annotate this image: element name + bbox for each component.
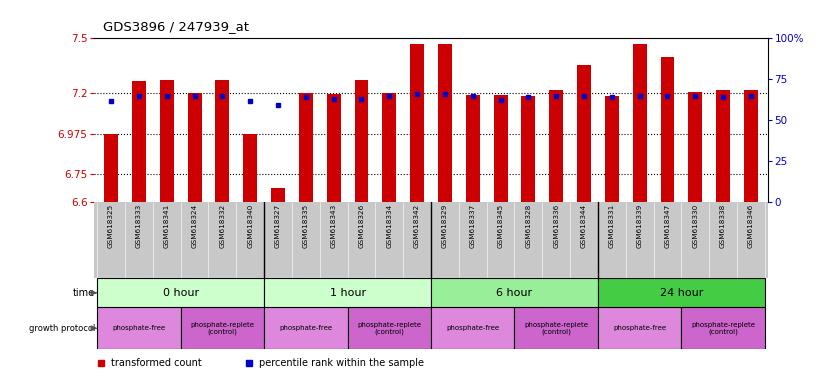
Text: GSM618326: GSM618326 [359, 204, 365, 248]
Bar [355, 80, 369, 202]
Bar [160, 80, 174, 202]
Text: phosphate-free: phosphate-free [112, 325, 166, 331]
Text: phosphate-free: phosphate-free [279, 325, 333, 331]
Bar [515, 307, 598, 349]
Text: GSM618337: GSM618337 [470, 204, 475, 248]
Bar [493, 94, 507, 202]
Text: 24 hour: 24 hour [660, 288, 703, 298]
Bar [744, 90, 758, 202]
Text: phosphate-replete
(control): phosphate-replete (control) [190, 321, 255, 335]
Bar [438, 44, 452, 202]
Bar [243, 134, 257, 202]
Bar [97, 307, 181, 349]
Bar [598, 307, 681, 349]
Text: 1 hour: 1 hour [329, 288, 365, 298]
Bar [104, 134, 118, 202]
Bar [132, 81, 146, 202]
Bar [431, 278, 598, 307]
Text: phosphate-replete
(control): phosphate-replete (control) [357, 321, 421, 335]
Text: GSM618334: GSM618334 [387, 204, 392, 248]
Bar [688, 92, 702, 202]
Bar [598, 278, 765, 307]
Bar [347, 307, 431, 349]
Text: GSM618335: GSM618335 [303, 204, 309, 248]
Text: growth protocol: growth protocol [29, 324, 95, 333]
Bar [521, 96, 535, 202]
Text: GSM618343: GSM618343 [331, 204, 337, 248]
Text: GSM618344: GSM618344 [581, 204, 587, 248]
Bar [410, 44, 424, 202]
Bar [466, 94, 479, 202]
Text: phosphate-free: phosphate-free [446, 325, 499, 331]
Text: percentile rank within the sample: percentile rank within the sample [259, 358, 424, 368]
Bar [431, 307, 515, 349]
Text: GSM618325: GSM618325 [108, 204, 114, 248]
Text: GSM618331: GSM618331 [609, 204, 615, 248]
Text: time: time [73, 288, 95, 298]
Text: GSM618328: GSM618328 [525, 204, 531, 248]
Text: GSM618341: GSM618341 [163, 204, 170, 248]
Text: GSM618339: GSM618339 [636, 204, 643, 248]
Text: GSM618329: GSM618329 [442, 204, 448, 248]
Text: transformed count: transformed count [112, 358, 202, 368]
Text: phosphate-replete
(control): phosphate-replete (control) [691, 321, 755, 335]
Text: 6 hour: 6 hour [497, 288, 533, 298]
Bar [681, 307, 765, 349]
Text: 0 hour: 0 hour [163, 288, 199, 298]
Bar [577, 65, 591, 202]
Text: GSM618347: GSM618347 [664, 204, 671, 248]
Bar [299, 93, 313, 202]
Text: GSM618324: GSM618324 [191, 204, 198, 248]
Text: GSM618338: GSM618338 [720, 204, 726, 248]
Text: GSM618330: GSM618330 [692, 204, 699, 248]
Text: GSM618327: GSM618327 [275, 204, 281, 248]
Bar [633, 44, 647, 202]
Text: GSM618333: GSM618333 [136, 204, 142, 248]
Bar [716, 90, 730, 202]
Text: GSM618340: GSM618340 [247, 204, 253, 248]
Bar [181, 307, 264, 349]
Bar [661, 56, 674, 202]
Text: GSM618342: GSM618342 [414, 204, 420, 248]
Text: GSM618332: GSM618332 [219, 204, 226, 248]
Text: GSM618346: GSM618346 [748, 204, 754, 248]
Bar [215, 80, 229, 202]
Bar [264, 278, 431, 307]
Text: GDS3896 / 247939_at: GDS3896 / 247939_at [103, 20, 249, 33]
Bar [549, 90, 563, 202]
Text: GSM618345: GSM618345 [498, 204, 503, 248]
Bar [605, 96, 619, 202]
Bar [383, 93, 397, 202]
Text: GSM618336: GSM618336 [553, 204, 559, 248]
Bar [327, 94, 341, 202]
Bar [264, 307, 347, 349]
Text: phosphate-replete
(control): phosphate-replete (control) [525, 321, 588, 335]
Bar [188, 93, 201, 202]
Text: phosphate-free: phosphate-free [613, 325, 666, 331]
Bar [97, 278, 264, 307]
Bar [271, 188, 285, 202]
